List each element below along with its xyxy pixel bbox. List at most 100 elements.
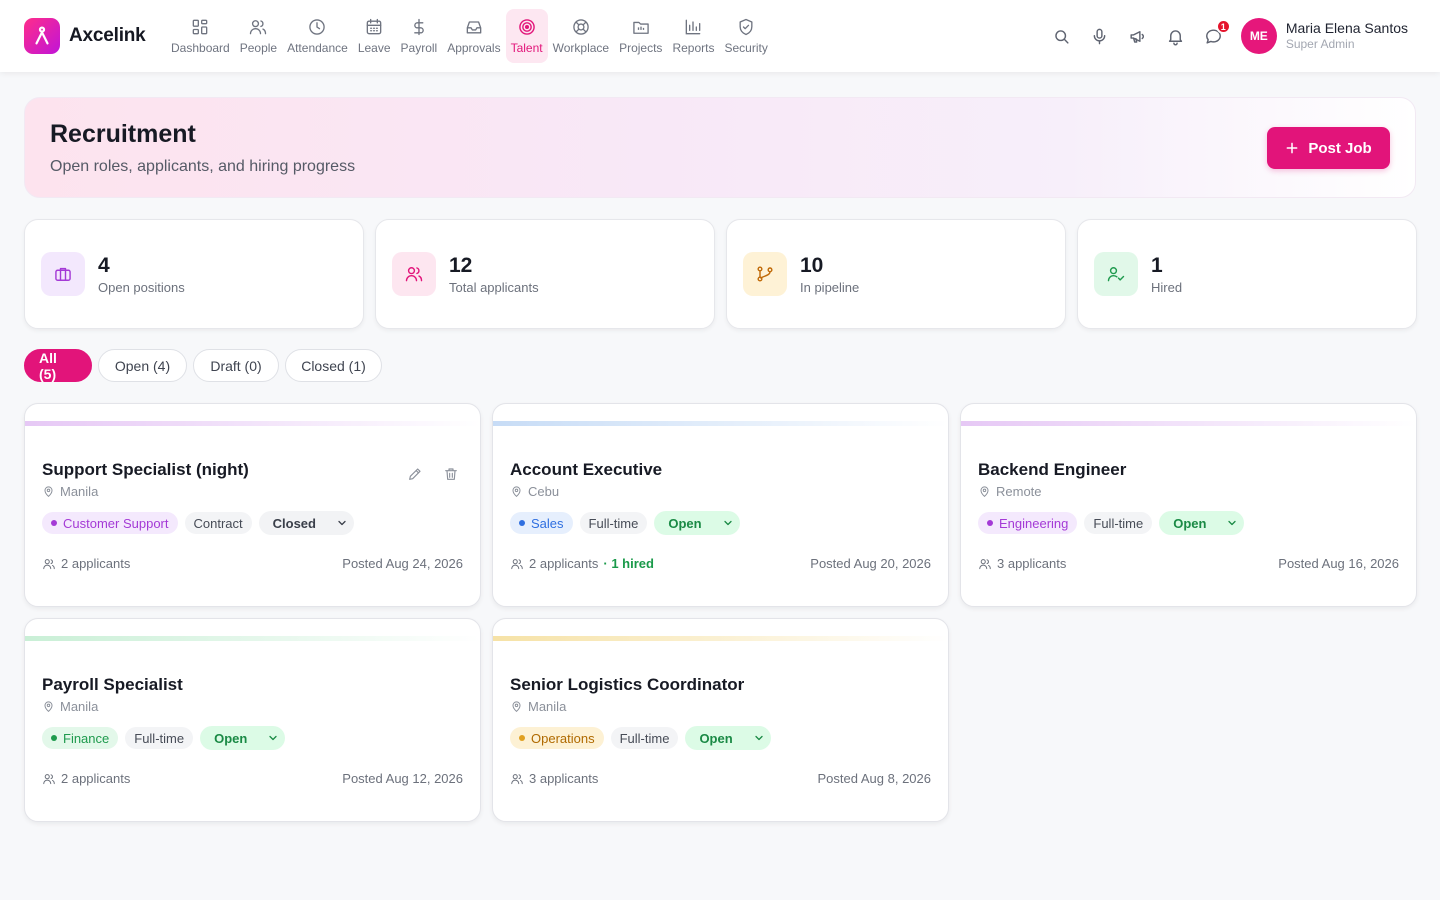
department-tag: Engineering xyxy=(978,512,1078,534)
page-header: Recruitment Open roles, applicants, and … xyxy=(24,97,1416,198)
job-card[interactable]: Backend Engineer Remote Engineering Full… xyxy=(960,403,1417,607)
posted-date: Posted Aug 24, 2026 xyxy=(342,556,463,571)
chevron-down-icon xyxy=(338,520,346,526)
job-footer: 2 applicants Posted Aug 24, 2026 xyxy=(42,556,463,571)
nav-item-attendance[interactable]: Attendance xyxy=(282,9,353,63)
lifebuoy-icon xyxy=(573,19,589,35)
brand[interactable]: Axcelink xyxy=(24,18,146,54)
status-label: Open xyxy=(668,515,702,531)
filter-draft[interactable]: Draft (0) xyxy=(193,349,279,382)
applicant-count[interactable]: 3 applicants xyxy=(997,556,1067,571)
nav-item-leave[interactable]: Leave xyxy=(353,9,396,63)
voice-button[interactable] xyxy=(1081,17,1119,55)
stat-card-open-positions: 4 Open positions xyxy=(24,219,364,329)
employment-type-tag: Full-time xyxy=(610,727,679,749)
nav-label: Attendance xyxy=(287,41,348,55)
status-dropdown[interactable]: Open xyxy=(685,726,771,750)
chevron-down-icon xyxy=(755,735,763,741)
job-title: Senior Logistics Coordinator xyxy=(510,675,745,694)
job-tags: Customer Support Contract Closed xyxy=(42,511,354,535)
top-actions: 1 ME Maria Elena Santos Super Admin xyxy=(1043,0,1440,72)
nav-label: Security xyxy=(724,41,768,55)
job-title: Payroll Specialist xyxy=(42,675,183,694)
nav-item-approvals[interactable]: Approvals xyxy=(442,9,505,63)
job-footer: 2 applicants · 1 hired Posted Aug 20, 20… xyxy=(510,556,931,571)
messages-button[interactable]: 1 xyxy=(1195,17,1233,55)
stat-card-total-applicants: 12 Total applicants xyxy=(375,219,715,329)
posted-date: Posted Aug 8, 2026 xyxy=(817,771,931,786)
post-job-label: Post Job xyxy=(1308,139,1372,157)
notifications-button[interactable] xyxy=(1157,17,1195,55)
target-icon xyxy=(518,19,535,35)
message-count-badge: 1 xyxy=(1215,19,1231,34)
trash-icon xyxy=(445,468,457,480)
folder-icon xyxy=(633,21,649,34)
job-card[interactable]: Support Specialist (night) Manila Custom… xyxy=(24,403,481,607)
status-dropdown[interactable]: Closed xyxy=(258,511,354,535)
chat-icon xyxy=(1206,28,1222,44)
card-accent-bar xyxy=(493,421,948,426)
job-card[interactable]: Payroll Specialist Manila Finance Full-t… xyxy=(24,618,481,822)
nav-item-talent[interactable]: Talent xyxy=(505,9,548,63)
job-tags: Finance Full-time Open xyxy=(42,726,286,750)
job-footer: 3 applicants Posted Aug 8, 2026 xyxy=(510,771,931,786)
job-tags: Engineering Full-time Open xyxy=(978,511,1245,535)
job-location: Cebu xyxy=(510,484,559,499)
briefcase-icon xyxy=(55,267,71,281)
status-label: Closed xyxy=(272,515,316,531)
location-text: Cebu xyxy=(528,484,560,499)
nav-item-dashboard[interactable]: Dashboard xyxy=(166,9,235,63)
status-dropdown[interactable]: Open xyxy=(654,511,740,535)
dollar-icon xyxy=(414,18,424,36)
job-location: Remote xyxy=(978,484,1042,499)
post-job-button[interactable]: Post Job xyxy=(1267,127,1390,169)
filter-closed[interactable]: Closed (1) xyxy=(285,349,382,382)
status-filter-tabs: All (5) Open (4) Draft (0) Closed (1) xyxy=(24,349,382,382)
location-text: Remote xyxy=(996,484,1042,499)
nav-item-reports[interactable]: Reports xyxy=(667,9,719,63)
edit-button[interactable] xyxy=(407,466,423,482)
department-label: Finance xyxy=(63,730,110,746)
card-accent-bar xyxy=(961,421,1416,426)
user-name: Maria Elena Santos xyxy=(1285,20,1408,36)
map-pin-icon xyxy=(44,701,53,713)
chevron-down-icon xyxy=(1228,520,1237,526)
nav-label: Reports xyxy=(672,41,715,55)
brand-logo-icon xyxy=(24,18,60,54)
department-label: Sales xyxy=(531,515,564,531)
filter-open[interactable]: Open (4) xyxy=(98,349,187,382)
nav-item-people[interactable]: People xyxy=(235,9,282,63)
announcements-button[interactable] xyxy=(1119,17,1157,55)
nav-item-payroll[interactable]: Payroll xyxy=(396,9,443,63)
nav-item-projects[interactable]: Projects xyxy=(614,9,667,63)
delete-button[interactable] xyxy=(443,466,459,482)
department-tag: Customer Support xyxy=(42,512,178,534)
job-location: Manila xyxy=(42,484,98,499)
nav-item-security[interactable]: Security xyxy=(719,9,772,63)
bell-icon xyxy=(1169,29,1183,45)
applicant-count[interactable]: 2 applicants xyxy=(61,771,131,786)
filter-all[interactable]: All (5) xyxy=(24,349,92,382)
department-label: Operations xyxy=(531,730,595,746)
job-card[interactable]: Senior Logistics Coordinator Manila Oper… xyxy=(492,618,949,822)
job-footer: 3 applicants Posted Aug 16, 2026 xyxy=(978,556,1399,571)
status-dropdown[interactable]: Open xyxy=(1159,511,1245,535)
applicant-count[interactable]: 3 applicants xyxy=(529,771,599,786)
status-dropdown[interactable]: Open xyxy=(200,726,286,750)
users-icon xyxy=(43,558,55,569)
map-pin-icon xyxy=(980,486,989,498)
user-menu[interactable]: ME Maria Elena Santos Super Admin xyxy=(1240,18,1408,54)
map-pin-icon xyxy=(512,701,521,713)
users-icon xyxy=(511,773,523,784)
job-card[interactable]: Account Executive Cebu Sales Full-time O… xyxy=(492,403,949,607)
nav-label: Leave xyxy=(357,41,391,55)
search-button[interactable] xyxy=(1043,17,1081,55)
applicant-count[interactable]: 2 applicants xyxy=(61,556,131,571)
inbox-icon xyxy=(466,21,482,34)
job-title: Support Specialist (night) xyxy=(42,460,249,479)
nav-item-workplace[interactable]: Workplace xyxy=(548,9,614,63)
stat-label: Hired xyxy=(1151,280,1183,295)
applicant-count[interactable]: 2 applicants xyxy=(529,556,599,571)
stat-icon-box xyxy=(743,252,787,296)
stat-label: Total applicants xyxy=(449,280,539,295)
